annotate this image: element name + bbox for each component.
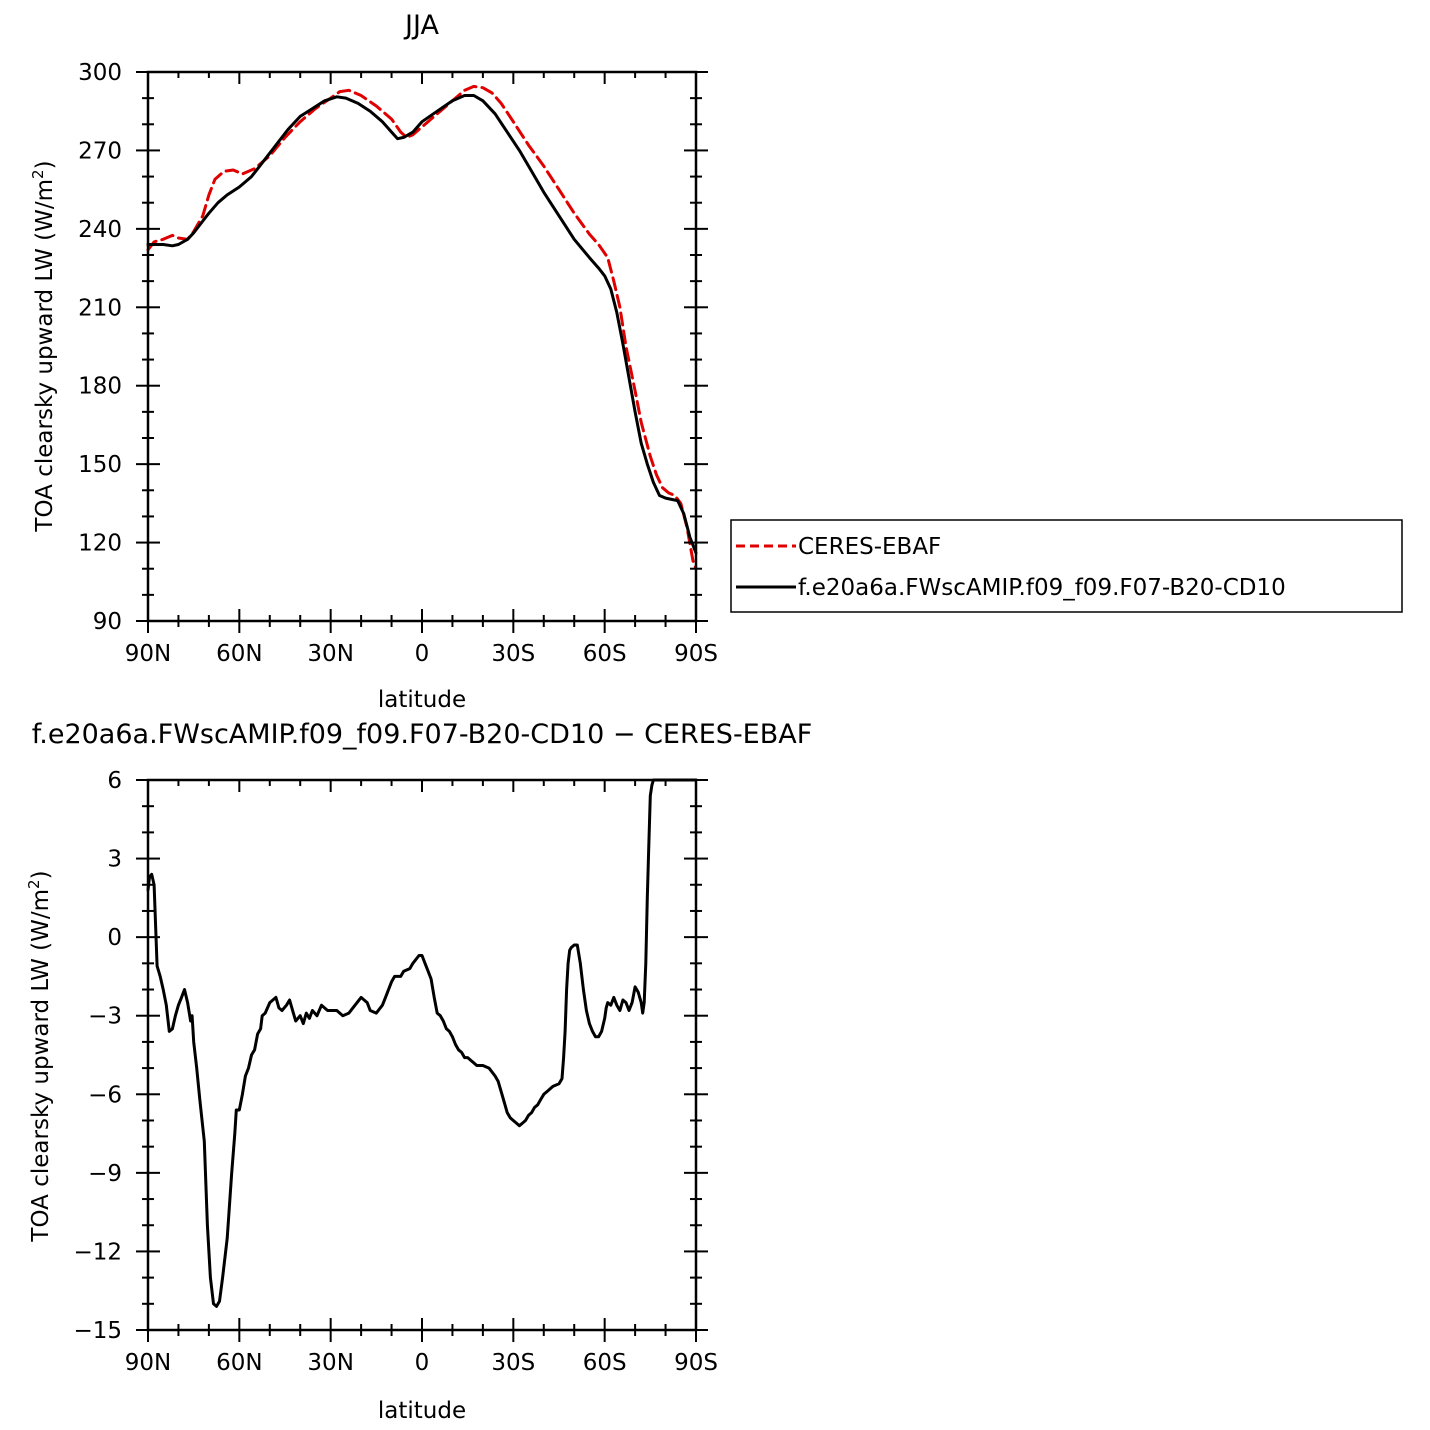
legend-label-model: f.e20a6a.FWscAMIP.f09_f09.F07-B20-CD10 — [798, 575, 1286, 601]
bottom-x-tick-label: 30S — [491, 1350, 535, 1376]
legend-label-ceres-ebaf: CERES-EBAF — [798, 534, 941, 560]
top-series-layer — [146, 84, 698, 571]
bottom-y-tick-label: −15 — [73, 1318, 122, 1344]
top-ticks-layer: 90N 60N 30N 0 30S 60S 90S 90 120 150 180 210 240 270 3… — [78, 60, 718, 667]
top-x-axis-label: latitude — [378, 687, 466, 713]
top-x-tick-label: 60N — [216, 641, 262, 667]
legend-box — [730, 519, 1403, 613]
top-y-tick-label: 240 — [78, 217, 122, 243]
top-x-tick-label: 60S — [583, 641, 627, 667]
bottom-ticks-layer: 90N 60N 30N 0 30S 60S 90S −15 −12 −9 −6 −3 0 3 6 — [73, 768, 717, 1376]
bottom-y-axis-label-close: ) — [28, 870, 54, 879]
bottom-x-tick-label: 90S — [674, 1350, 718, 1376]
top-y-tick-label: 90 — [93, 609, 122, 635]
bottom-y-axis-label: TOA clearsky upward LW (W/m2) — [25, 870, 54, 1242]
bottom-x-tick-label: 90N — [125, 1350, 171, 1376]
top-series-line-f-e20a6a-fwscamip-f09-f09-f07-b20-cd10 — [146, 94, 698, 555]
top-y-axis-label-close: ) — [32, 160, 58, 169]
top-y-axis-label-superscript: 2 — [29, 169, 47, 179]
bottom-plot-frame — [146, 778, 698, 1332]
top-plot-frame — [146, 70, 698, 623]
top-y-tick-label: 180 — [78, 374, 122, 400]
bottom-y-tick-label: 3 — [107, 847, 122, 873]
bottom-y-tick-label: −12 — [73, 1239, 122, 1265]
top-series-line-ceres-ebaf — [146, 84, 698, 571]
bottom-y-tick-label: −6 — [88, 1082, 122, 1108]
top-x-tick-label: 30N — [307, 641, 353, 667]
top-y-tick-label: 120 — [78, 531, 122, 557]
top-x-tick-label: 30S — [491, 641, 535, 667]
top-x-tick-label: 0 — [415, 641, 430, 667]
top-y-tick-label: 150 — [78, 452, 122, 478]
bottom-x-tick-label: 30N — [307, 1350, 353, 1376]
bottom-series-layer — [146, 778, 698, 1308]
bottom-chart-title: f.e20a6a.FWscAMIP.f09_f09.F07-B20-CD10 −… — [32, 719, 813, 750]
bottom-y-axis-label-main: TOA clearsky upward LW (W/m — [28, 889, 54, 1243]
bottom-y-tick-label: 0 — [107, 925, 122, 951]
top-x-tick-label: 90N — [125, 641, 171, 667]
bottom-x-tick-label: 60S — [583, 1350, 627, 1376]
legend: CERES-EBAF f.e20a6a.FWscAMIP.f09_f09.F07… — [730, 519, 1403, 613]
top-panel: JJA 90N 60N 30N 0 30S 60S 90S 90 120 150 180 210 240… — [29, 10, 718, 713]
bottom-y-axis-label-superscript: 2 — [25, 879, 43, 889]
bottom-panel: f.e20a6a.FWscAMIP.f09_f09.F07-B20-CD10 −… — [25, 719, 812, 1424]
bottom-x-tick-label: 60N — [216, 1350, 262, 1376]
bottom-y-tick-label: −9 — [88, 1161, 122, 1187]
bottom-x-tick-label: 0 — [415, 1350, 430, 1376]
bottom-series-line-difference — [146, 778, 698, 1308]
bottom-y-tick-label: 6 — [107, 768, 122, 794]
top-y-axis-label: TOA clearsky upward LW (W/m2) — [29, 160, 58, 532]
top-y-tick-label: 300 — [78, 60, 122, 86]
bottom-x-axis-label: latitude — [378, 1398, 466, 1424]
bottom-y-tick-label: −3 — [88, 1004, 122, 1030]
top-y-axis-label-main: TOA clearsky upward LW (W/m — [32, 179, 58, 533]
top-chart-title: JJA — [403, 10, 439, 41]
top-x-tick-label: 90S — [674, 641, 718, 667]
top-y-tick-label: 210 — [78, 295, 122, 321]
top-y-tick-label: 270 — [78, 138, 122, 164]
